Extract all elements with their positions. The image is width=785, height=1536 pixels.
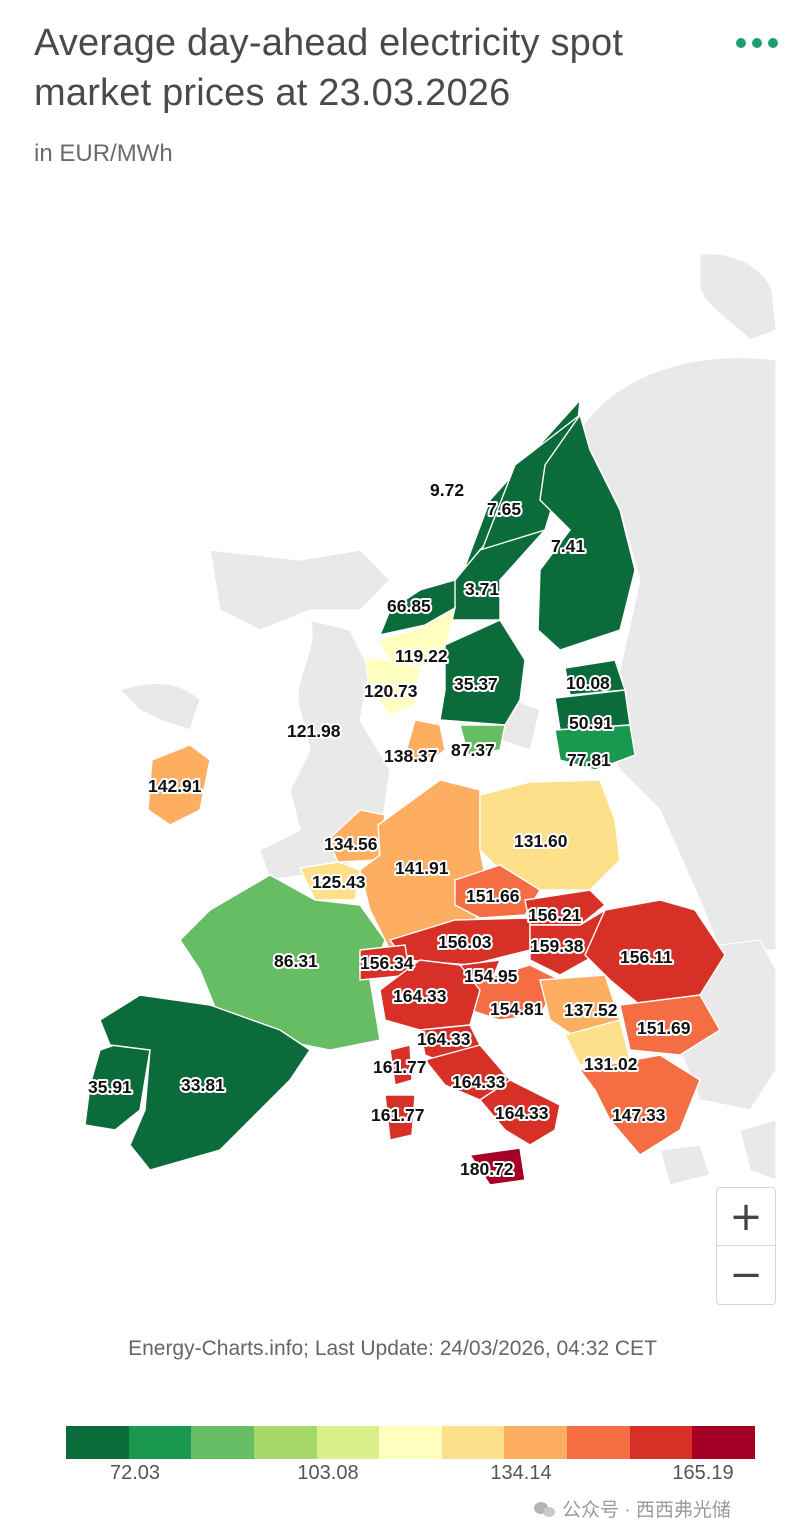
region-be[interactable]: [298, 861, 361, 901]
price-label-hu: 159.38: [530, 936, 584, 956]
region-fi[interactable]: [537, 413, 636, 651]
price-label-it-s: 164.33: [495, 1103, 549, 1123]
price-label-pl: 131.60: [514, 831, 568, 851]
price-label-ee: 10.08: [566, 673, 610, 693]
legend-tick-label: 72.03: [109, 1462, 161, 1484]
price-label-gr: 147.33: [612, 1105, 666, 1125]
price-labels: 9.72 7.65 7.41 3.71 66.85 119.22 120.73 …: [86, 478, 693, 1181]
price-label-se2: 3.71: [465, 579, 499, 599]
europe-price-map[interactable]: 9.72 7.65 7.41 3.71 66.85 119.22 120.73 …: [60, 250, 776, 1310]
price-label-pt: 35.91: [88, 1077, 132, 1097]
price-label-it-n: 164.33: [393, 986, 447, 1006]
regions: [84, 397, 726, 1186]
legend-tick-label: 165.19: [672, 1462, 734, 1484]
price-label-no1: 119.22: [395, 646, 448, 666]
price-label-ie: 142.91: [148, 776, 202, 796]
price-label-at: 156.03: [438, 932, 492, 952]
region-es[interactable]: [99, 994, 311, 1171]
region-cz[interactable]: [454, 864, 541, 919]
price-label-rs: 137.52: [564, 1000, 618, 1020]
wechat-icon: [534, 1500, 556, 1518]
price-label-it-cs: 164.33: [452, 1072, 506, 1092]
price-label-de: 141.91: [395, 858, 449, 878]
price-label-it-sard: 161.77: [371, 1105, 425, 1125]
price-label-it-sicily: 180.72: [460, 1159, 514, 1179]
price-label-no3: 66.85: [387, 596, 431, 616]
price-label-it-cors: 161.77: [373, 1057, 427, 1077]
watermark-text: 公众号 · 西西弗光储: [562, 1500, 731, 1521]
price-label-fi: 7.41: [551, 536, 585, 556]
price-label-ch: 156.34: [360, 953, 414, 973]
region-gr[interactable]: [578, 1054, 701, 1156]
price-label-be: 125.43: [312, 872, 366, 892]
legend-swatch: [316, 1426, 380, 1459]
price-label-ro: 156.11: [620, 947, 673, 967]
region-bg[interactable]: [619, 994, 721, 1056]
source-credit: Energy-Charts.info; Last Update: 24/03/2…: [128, 1337, 657, 1360]
price-label-es: 33.81: [181, 1075, 225, 1095]
legend-swatch: [191, 1426, 254, 1459]
chart-subtitle: in EUR/MWh: [34, 140, 173, 167]
price-label-gb: 121.98: [287, 721, 341, 741]
legend-swatch: [441, 1426, 505, 1459]
region-se4[interactable]: [459, 724, 506, 756]
price-label-bg: 151.69: [637, 1018, 691, 1038]
price-label-hr: 154.81: [490, 999, 544, 1019]
region-it-sicily[interactable]: [468, 1147, 526, 1186]
legend-tick-label: 103.08: [297, 1462, 359, 1484]
legend-labels: 72.03 103.08 134.14 165.19: [0, 1462, 785, 1488]
region-dk1[interactable]: [404, 719, 446, 766]
region-pl[interactable]: [479, 779, 621, 891]
zoom-in-button[interactable]: +: [729, 1193, 763, 1240]
price-label-nl: 134.56: [324, 834, 378, 854]
chart-title: Average day-ahead electricity spot marke…: [34, 22, 624, 114]
price-label-se4: 87.37: [451, 740, 495, 760]
price-label-fr: 86.31: [274, 951, 318, 971]
legend-swatch: [253, 1426, 317, 1459]
region-ie[interactable]: [147, 744, 211, 826]
price-label-no4: 9.72: [430, 480, 464, 500]
price-label-si: 154.95: [464, 966, 518, 986]
price-label-se1: 7.65: [487, 499, 521, 519]
zoom-out-button[interactable]: −: [717, 1245, 775, 1303]
region-fr[interactable]: [179, 874, 386, 1051]
price-label-it-cn: 164.33: [417, 1029, 471, 1049]
legend-swatch: [379, 1426, 442, 1459]
price-label-se3: 35.37: [454, 674, 498, 694]
region-lt[interactable]: [554, 724, 636, 771]
region-se3[interactable]: [439, 619, 526, 726]
region-it-cors[interactable]: [389, 1044, 413, 1086]
price-label-lv: 50.91: [569, 713, 613, 733]
region-no2[interactable]: [364, 657, 421, 716]
price-label-lt: 77.81: [567, 750, 611, 770]
region-it-s[interactable]: [478, 1079, 561, 1146]
legend-tick-label: 134.14: [490, 1462, 552, 1484]
region-it-n[interactable]: [379, 959, 481, 1031]
price-label-mk: 131.02: [584, 1054, 638, 1074]
legend-swatch: [567, 1426, 630, 1459]
zoom-controls: + −: [716, 1187, 776, 1305]
price-label-sk: 156.21: [528, 905, 582, 925]
map-svg: 9.72 7.65 7.41 3.71 66.85 119.22 120.73 …: [84, 253, 776, 1186]
color-legend: [66, 1426, 756, 1459]
price-label-no2: 120.73: [364, 681, 418, 701]
more-options-icon[interactable]: [736, 38, 782, 58]
legend-swatch: [504, 1426, 568, 1459]
legend-swatch: [692, 1426, 756, 1459]
price-label-dk1: 138.37: [384, 746, 438, 766]
legend-swatch: [128, 1426, 192, 1459]
legend-swatch: [66, 1426, 129, 1459]
price-label-cz: 151.66: [466, 886, 520, 906]
watermark: 公众号 · 西西弗光储: [534, 1495, 731, 1522]
region-it-sard[interactable]: [384, 1094, 416, 1141]
legend-swatch: [629, 1426, 693, 1459]
